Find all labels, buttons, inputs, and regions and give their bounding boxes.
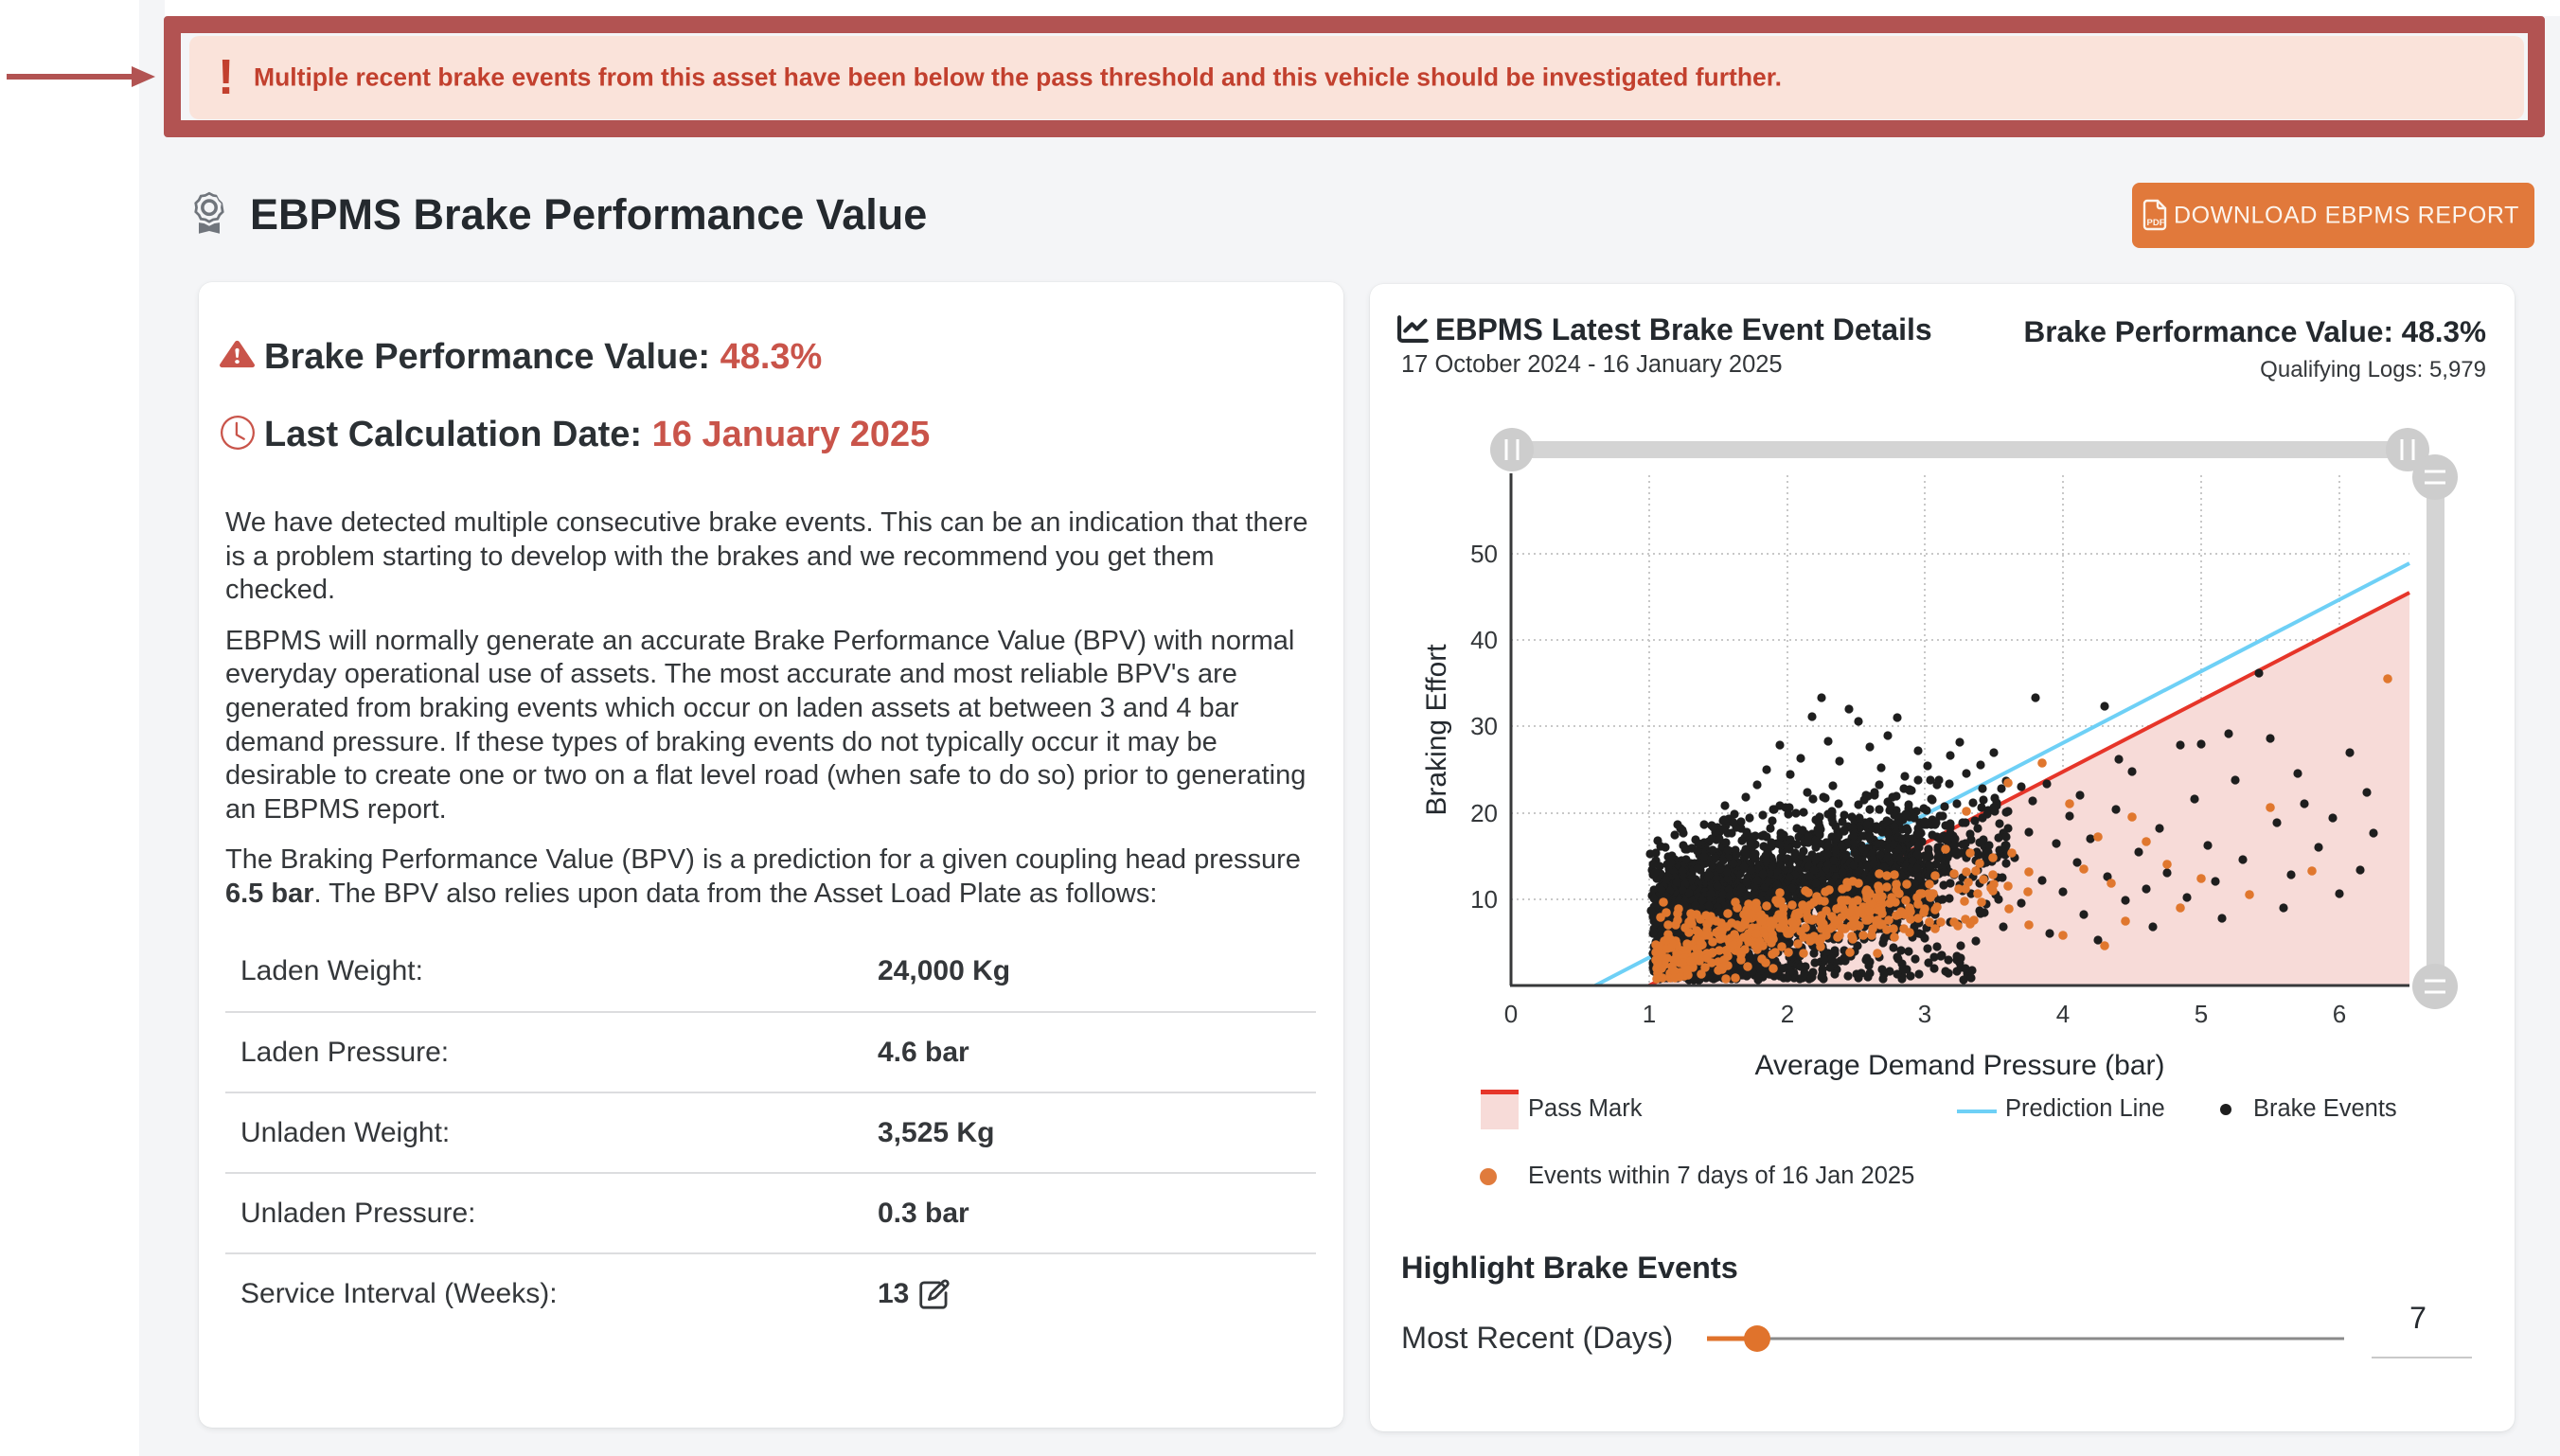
svg-text:1: 1 — [1643, 1000, 1656, 1028]
svg-text:30: 30 — [1470, 712, 1498, 740]
svg-text:5: 5 — [2195, 1000, 2208, 1028]
svg-text:Braking Effort: Braking Effort — [1421, 644, 1452, 816]
svg-text:PDF: PDF — [2147, 218, 2165, 228]
svg-text:40: 40 — [1470, 626, 1498, 654]
svg-text:6: 6 — [2333, 1000, 2346, 1028]
svg-text:4: 4 — [2056, 1000, 2070, 1028]
svg-text:50: 50 — [1470, 540, 1498, 568]
svg-text:20: 20 — [1470, 799, 1498, 827]
svg-text:Average Demand Pressure (bar): Average Demand Pressure (bar) — [1755, 1050, 2165, 1081]
svg-text:10: 10 — [1470, 885, 1498, 914]
svg-text:0: 0 — [1504, 1000, 1518, 1028]
svg-text:3: 3 — [1918, 1000, 1931, 1028]
svg-text:2: 2 — [1781, 1000, 1794, 1028]
